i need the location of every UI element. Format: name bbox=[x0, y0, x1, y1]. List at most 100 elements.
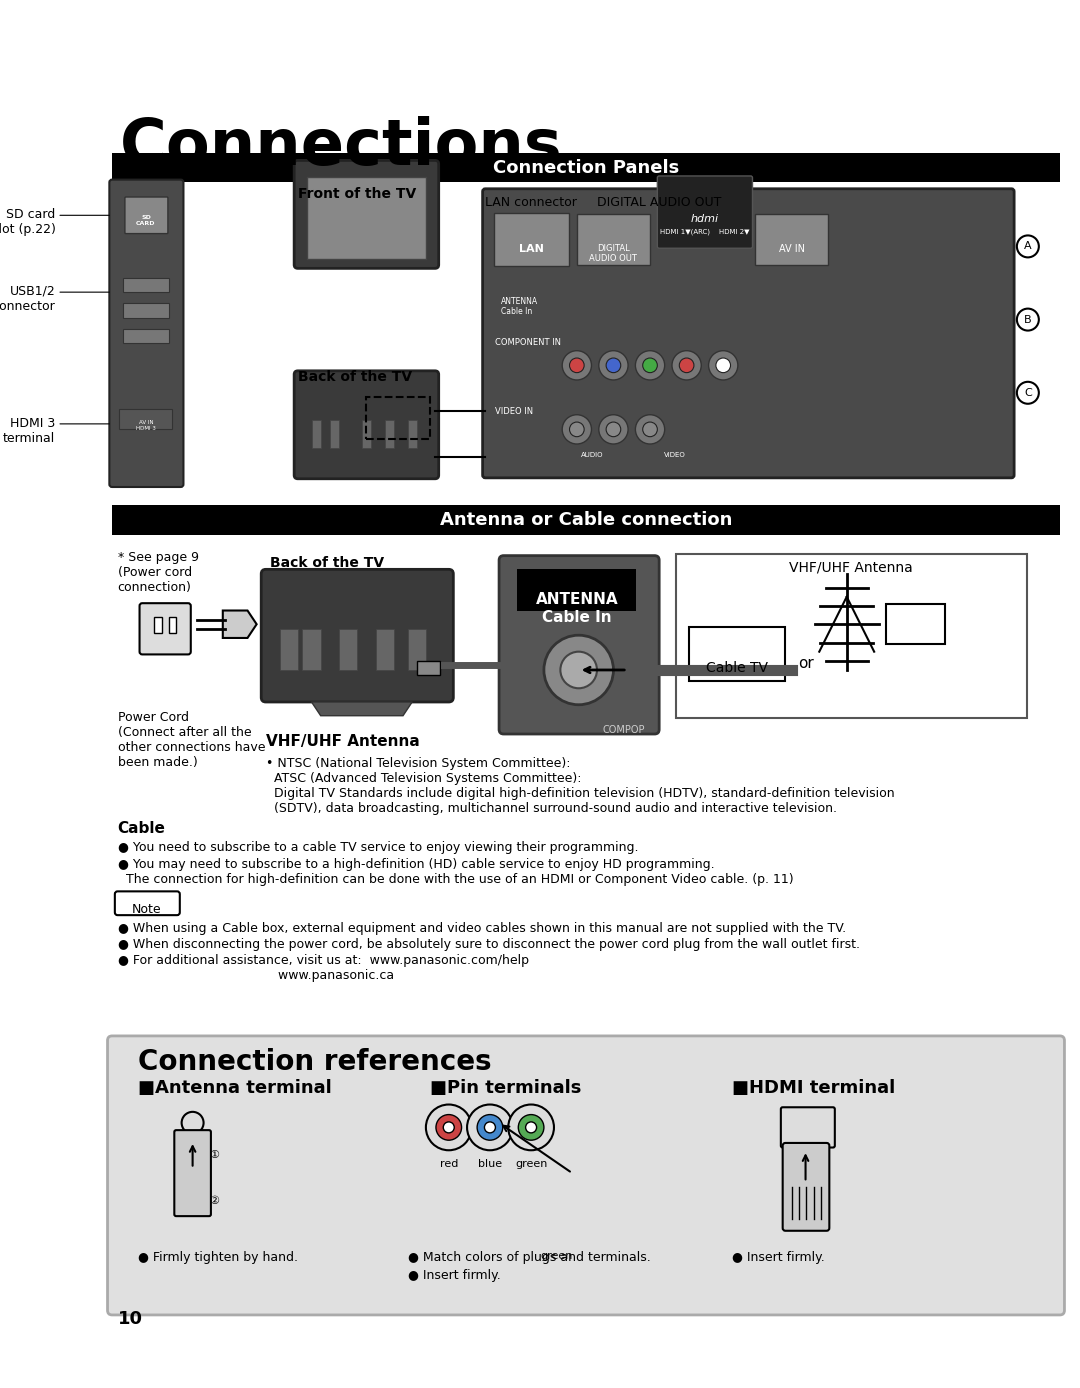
Circle shape bbox=[635, 351, 664, 380]
Text: hdmi: hdmi bbox=[691, 214, 719, 225]
FancyBboxPatch shape bbox=[294, 371, 438, 479]
FancyBboxPatch shape bbox=[108, 1035, 1065, 1314]
Text: green: green bbox=[540, 1251, 572, 1260]
Bar bbox=[755, 214, 828, 265]
Text: DIGITAL AUDIO OUT: DIGITAL AUDIO OUT bbox=[597, 196, 721, 210]
Bar bbox=[376, 629, 394, 670]
FancyBboxPatch shape bbox=[658, 176, 753, 248]
Text: AUDIO: AUDIO bbox=[581, 452, 604, 458]
Circle shape bbox=[563, 351, 592, 380]
Text: Back of the TV: Back of the TV bbox=[270, 555, 384, 569]
Text: or: or bbox=[798, 657, 813, 672]
Circle shape bbox=[1017, 308, 1039, 330]
Text: ①: ① bbox=[210, 1151, 219, 1160]
Circle shape bbox=[526, 1122, 537, 1133]
Circle shape bbox=[1017, 236, 1039, 257]
Bar bbox=[339, 629, 357, 670]
Text: Front of the TV: Front of the TV bbox=[298, 187, 416, 201]
Bar bbox=[407, 421, 417, 448]
Text: C: C bbox=[1024, 387, 1031, 398]
Text: ● When disconnecting the power cord, be absolutely sure to disconnect the power : ● When disconnecting the power cord, be … bbox=[118, 938, 860, 951]
Text: green: green bbox=[515, 1159, 548, 1170]
Text: ● Insert firmly.: ● Insert firmly. bbox=[732, 1251, 825, 1264]
Circle shape bbox=[544, 636, 613, 705]
Text: VHF/UHF Antenna: VHF/UHF Antenna bbox=[789, 561, 914, 575]
Bar bbox=[123, 303, 168, 318]
Text: ● When using a Cable box, external equipment and video cables shown in this manu: ● When using a Cable box, external equip… bbox=[118, 922, 846, 934]
Circle shape bbox=[708, 351, 738, 380]
Circle shape bbox=[477, 1115, 502, 1140]
Text: blue: blue bbox=[477, 1159, 502, 1170]
Text: VIDEO IN: VIDEO IN bbox=[495, 407, 532, 415]
Circle shape bbox=[679, 358, 694, 372]
Text: Cable: Cable bbox=[118, 820, 165, 836]
Bar bbox=[517, 569, 636, 611]
Bar bbox=[362, 421, 372, 448]
Text: SD
CARD: SD CARD bbox=[136, 215, 156, 226]
Circle shape bbox=[563, 415, 592, 444]
Circle shape bbox=[181, 1112, 204, 1134]
Text: HDMI 1▼(ARC)    HDMI 2▼: HDMI 1▼(ARC) HDMI 2▼ bbox=[660, 228, 750, 235]
Bar bbox=[307, 176, 426, 260]
Circle shape bbox=[518, 1115, 544, 1140]
Circle shape bbox=[443, 1122, 455, 1133]
Bar bbox=[123, 329, 168, 343]
Text: ②: ② bbox=[210, 1196, 219, 1206]
Text: ■HDMI terminal: ■HDMI terminal bbox=[732, 1078, 895, 1097]
FancyBboxPatch shape bbox=[689, 627, 784, 682]
Circle shape bbox=[569, 422, 584, 437]
Circle shape bbox=[598, 415, 629, 444]
Text: ● Insert firmly.: ● Insert firmly. bbox=[407, 1269, 500, 1283]
Text: ANTENNA
Cable In: ANTENNA Cable In bbox=[536, 593, 618, 625]
Text: ● You need to subscribe to a cable TV service to enjoy viewing their programming: ● You need to subscribe to a cable TV se… bbox=[118, 841, 638, 854]
Circle shape bbox=[569, 358, 584, 372]
Text: AV IN: AV IN bbox=[779, 244, 805, 254]
Text: * See page 9
(Power cord
connection): * See page 9 (Power cord connection) bbox=[118, 551, 199, 594]
Text: AV IN
HDMI 3: AV IN HDMI 3 bbox=[136, 421, 156, 432]
FancyBboxPatch shape bbox=[109, 179, 184, 487]
Text: Back of the TV: Back of the TV bbox=[298, 371, 411, 384]
Text: ● For additional assistance, visit us at:  www.panasonic.com/help
              : ● For additional assistance, visit us at… bbox=[118, 955, 528, 983]
Circle shape bbox=[606, 358, 621, 372]
Text: • NTSC (National Television System Committee):
  ATSC (Advanced Television Syste: • NTSC (National Television System Commi… bbox=[266, 756, 894, 815]
FancyBboxPatch shape bbox=[494, 214, 568, 265]
Text: DIGITAL
AUDIO OUT: DIGITAL AUDIO OUT bbox=[590, 244, 637, 264]
Bar bbox=[417, 661, 440, 675]
Circle shape bbox=[598, 351, 629, 380]
Circle shape bbox=[643, 422, 658, 437]
FancyBboxPatch shape bbox=[125, 197, 167, 233]
Text: ■Antenna terminal: ■Antenna terminal bbox=[138, 1078, 332, 1097]
FancyBboxPatch shape bbox=[261, 569, 454, 702]
Text: COMPONENT IN: COMPONENT IN bbox=[495, 337, 561, 347]
Bar bbox=[577, 214, 650, 265]
Text: Connection Panels: Connection Panels bbox=[492, 158, 679, 176]
FancyBboxPatch shape bbox=[676, 554, 1027, 718]
Text: LAN: LAN bbox=[518, 244, 543, 254]
Text: Connections: Connections bbox=[120, 117, 563, 179]
Bar bbox=[112, 505, 1059, 534]
Circle shape bbox=[1017, 382, 1039, 404]
Bar bbox=[384, 421, 394, 448]
Text: Antenna or Cable connection: Antenna or Cable connection bbox=[440, 511, 732, 529]
FancyBboxPatch shape bbox=[114, 891, 179, 915]
Circle shape bbox=[561, 652, 597, 688]
Text: ■Pin terminals: ■Pin terminals bbox=[431, 1078, 582, 1097]
Text: A: A bbox=[1024, 242, 1031, 251]
Text: Power Cord
(Connect after all the
other connections have
been made.): Power Cord (Connect after all the other … bbox=[118, 711, 265, 769]
Circle shape bbox=[426, 1105, 472, 1151]
Text: LAN connector: LAN connector bbox=[485, 196, 577, 210]
Bar bbox=[302, 629, 321, 670]
Text: ANTENNA
Cable In: ANTENNA Cable In bbox=[501, 297, 538, 316]
Text: B: B bbox=[1024, 315, 1031, 325]
Circle shape bbox=[509, 1105, 554, 1151]
FancyBboxPatch shape bbox=[139, 604, 191, 654]
Text: VIDEO: VIDEO bbox=[664, 452, 686, 458]
Circle shape bbox=[635, 415, 664, 444]
Circle shape bbox=[485, 1122, 496, 1133]
Text: Cable TV: Cable TV bbox=[706, 661, 768, 675]
Circle shape bbox=[467, 1105, 513, 1151]
FancyBboxPatch shape bbox=[781, 1108, 835, 1148]
Text: 10: 10 bbox=[118, 1310, 143, 1328]
FancyBboxPatch shape bbox=[483, 189, 1014, 477]
Circle shape bbox=[716, 358, 730, 372]
